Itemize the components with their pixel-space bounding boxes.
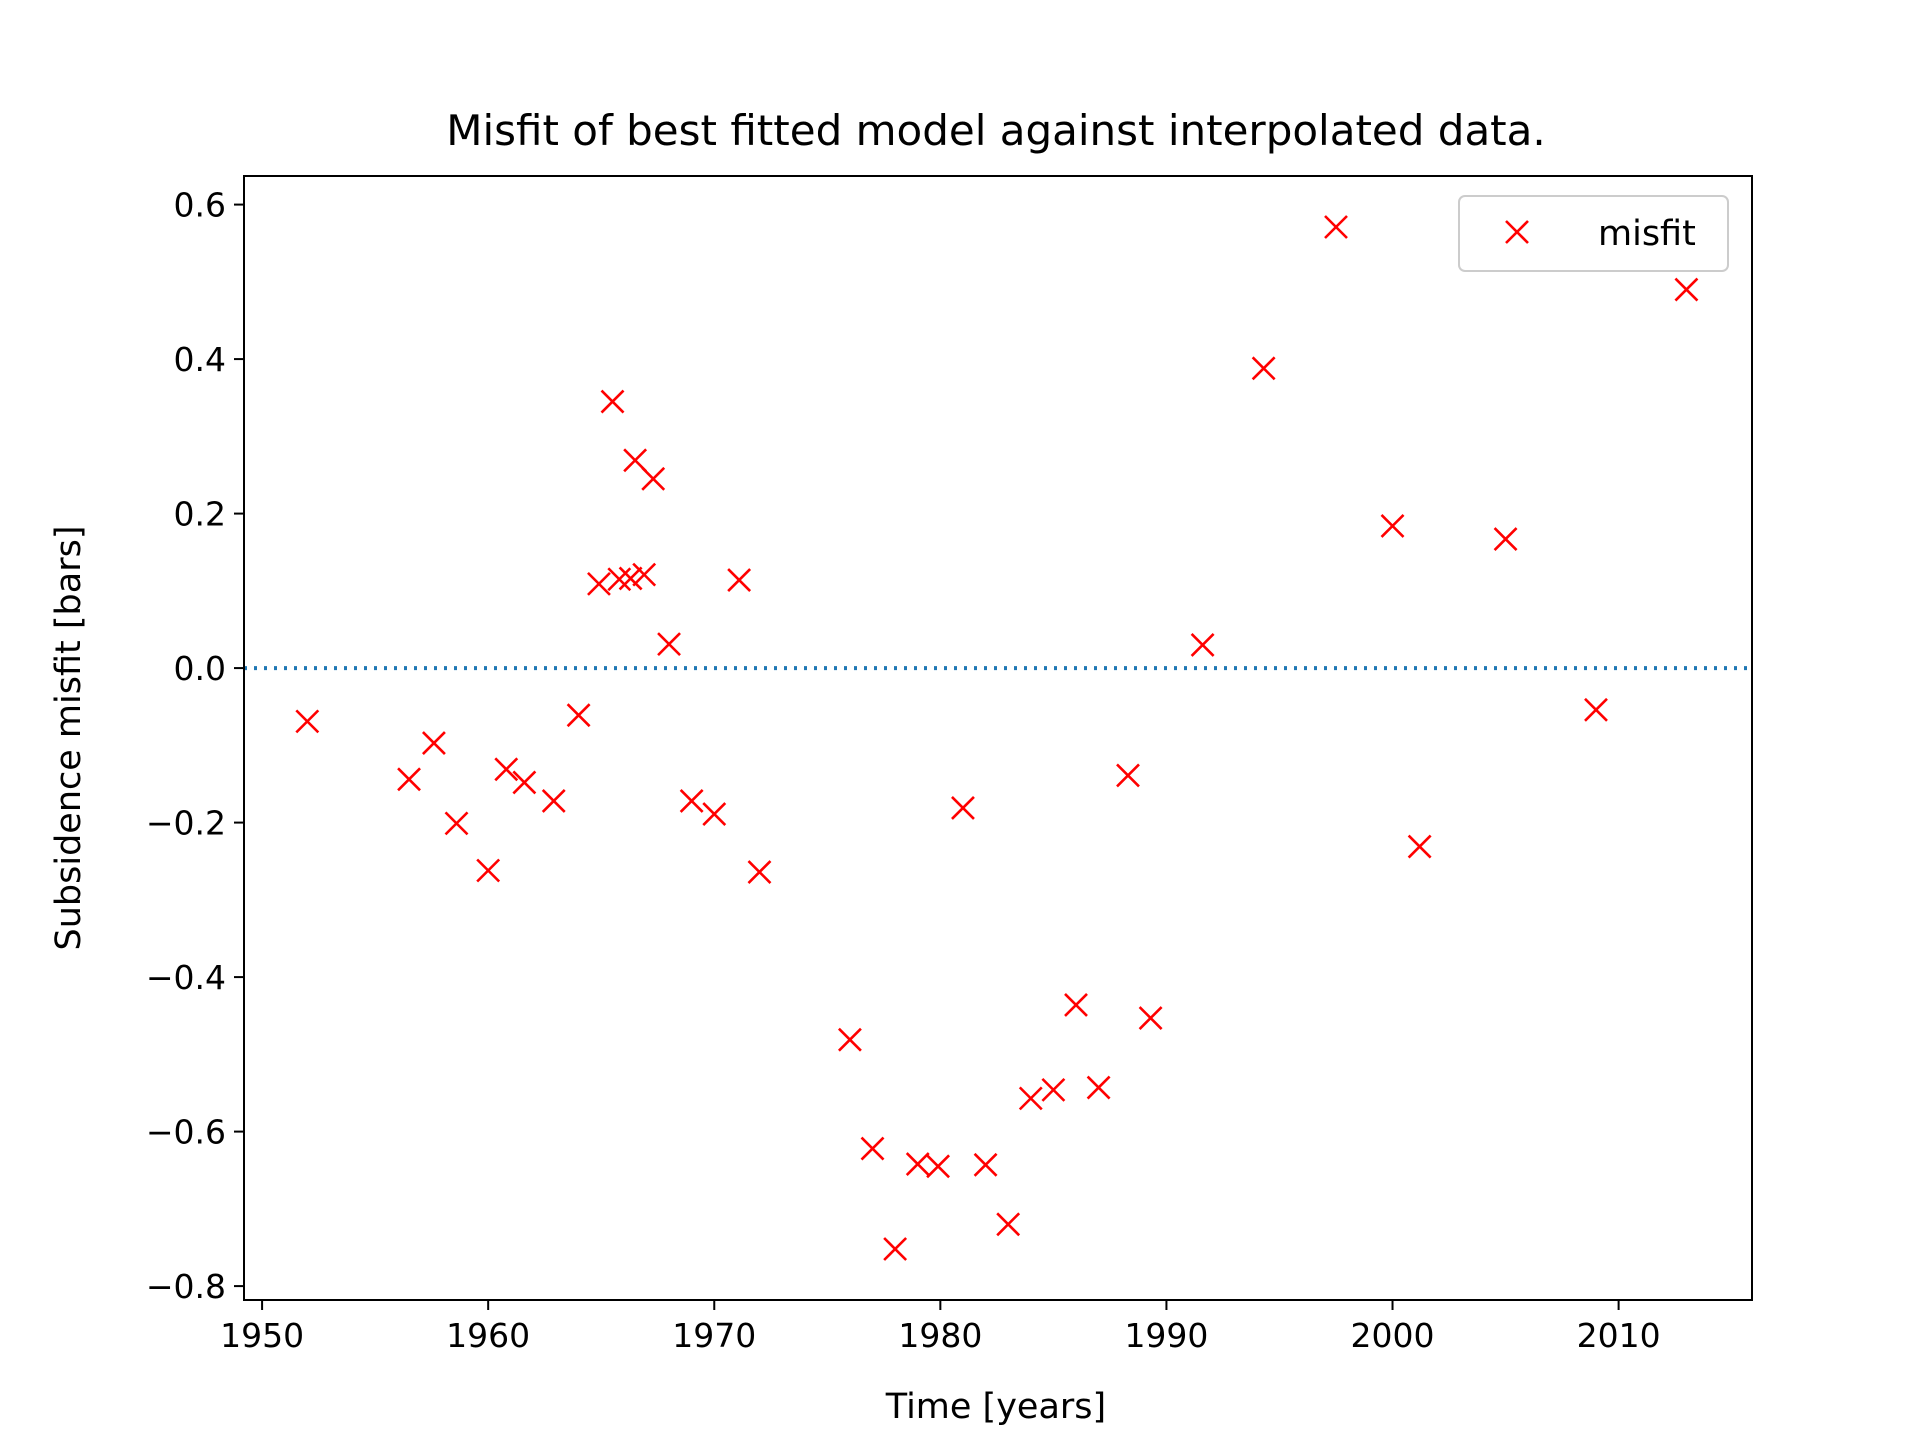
data-point: [1138, 1006, 1163, 1030]
legend-label: misfit: [1598, 214, 1696, 254]
data-point: [587, 571, 611, 596]
y-tick-label: 0.4: [174, 340, 226, 379]
legend-box: [1458, 195, 1729, 272]
x-tick-label: 2000: [1351, 1316, 1435, 1355]
data-point: [600, 389, 625, 414]
data-point: [679, 789, 704, 813]
y-tick-label: 0.2: [174, 495, 226, 534]
data-point: [657, 632, 681, 657]
x-tick-label: 1990: [1124, 1316, 1208, 1355]
data-point: [618, 566, 643, 591]
data-point: [1086, 1075, 1111, 1100]
data-point: [1190, 632, 1215, 657]
data-point: [727, 568, 752, 592]
data-point: [702, 802, 727, 827]
data-point: [905, 1152, 930, 1176]
data-point: [476, 858, 501, 883]
data-point: [996, 1212, 1021, 1237]
data-point: [295, 709, 320, 734]
data-point: [421, 731, 446, 755]
data-point: [1380, 514, 1405, 538]
data-point: [1324, 215, 1348, 239]
y-axis-label: Subsidence misfit [bars]: [49, 526, 89, 951]
data-point: [1018, 1086, 1043, 1111]
x-axis-ticks: 1950 1960 1970 1980 1990 2000 2010: [220, 1300, 1661, 1355]
legend: misfit: [1458, 195, 1729, 272]
data-point: [1674, 277, 1699, 302]
data-point: [973, 1152, 998, 1177]
legend-marker-icon: [1505, 220, 1529, 244]
data-point: [444, 811, 469, 836]
data-point: [1116, 763, 1140, 788]
x-tick-label: 2010: [1577, 1316, 1661, 1355]
data-point: [860, 1136, 885, 1161]
x-tick-label: 1960: [446, 1316, 530, 1355]
y-tick-label: −0.8: [146, 1267, 226, 1306]
data-point: [1251, 356, 1276, 381]
data-point: [883, 1237, 908, 1261]
data-point: [1493, 527, 1518, 551]
data-point: [641, 466, 666, 491]
data-point: [1584, 697, 1608, 722]
chart-title: Misfit of best fitted model against inte…: [446, 106, 1546, 155]
data-point: [607, 567, 632, 592]
data-point: [951, 795, 975, 820]
x-axis-label: Time [years]: [885, 1387, 1106, 1427]
x-tick-label: 1950: [220, 1316, 304, 1355]
data-point: [747, 860, 772, 884]
data-point: [1064, 992, 1088, 1017]
data-point: [397, 767, 421, 792]
y-axis-ticks: −0.8 −0.6 −0.4 −0.2 0.0 0.2 0.4 0.6: [146, 186, 244, 1306]
x-tick-label: 1970: [672, 1316, 756, 1355]
data-point: [512, 770, 537, 795]
data-point: [541, 789, 566, 813]
y-tick-label: −0.4: [146, 958, 226, 997]
data-point: [926, 1154, 951, 1179]
y-tick-label: −0.6: [146, 1113, 226, 1152]
data-point: [837, 1027, 862, 1052]
data-point: [632, 562, 657, 587]
plot-area-frame: [243, 175, 1753, 1301]
data-point: [494, 757, 519, 782]
x-tick-label: 1980: [898, 1316, 982, 1355]
data-point: [1407, 834, 1432, 859]
y-tick-label: 0.6: [174, 186, 226, 225]
data-point: [1041, 1077, 1066, 1102]
data-point: [566, 703, 591, 728]
y-tick-label: −0.2: [146, 804, 226, 843]
data-points-layer: [295, 215, 1699, 1261]
y-tick-label: 0.0: [174, 649, 226, 688]
